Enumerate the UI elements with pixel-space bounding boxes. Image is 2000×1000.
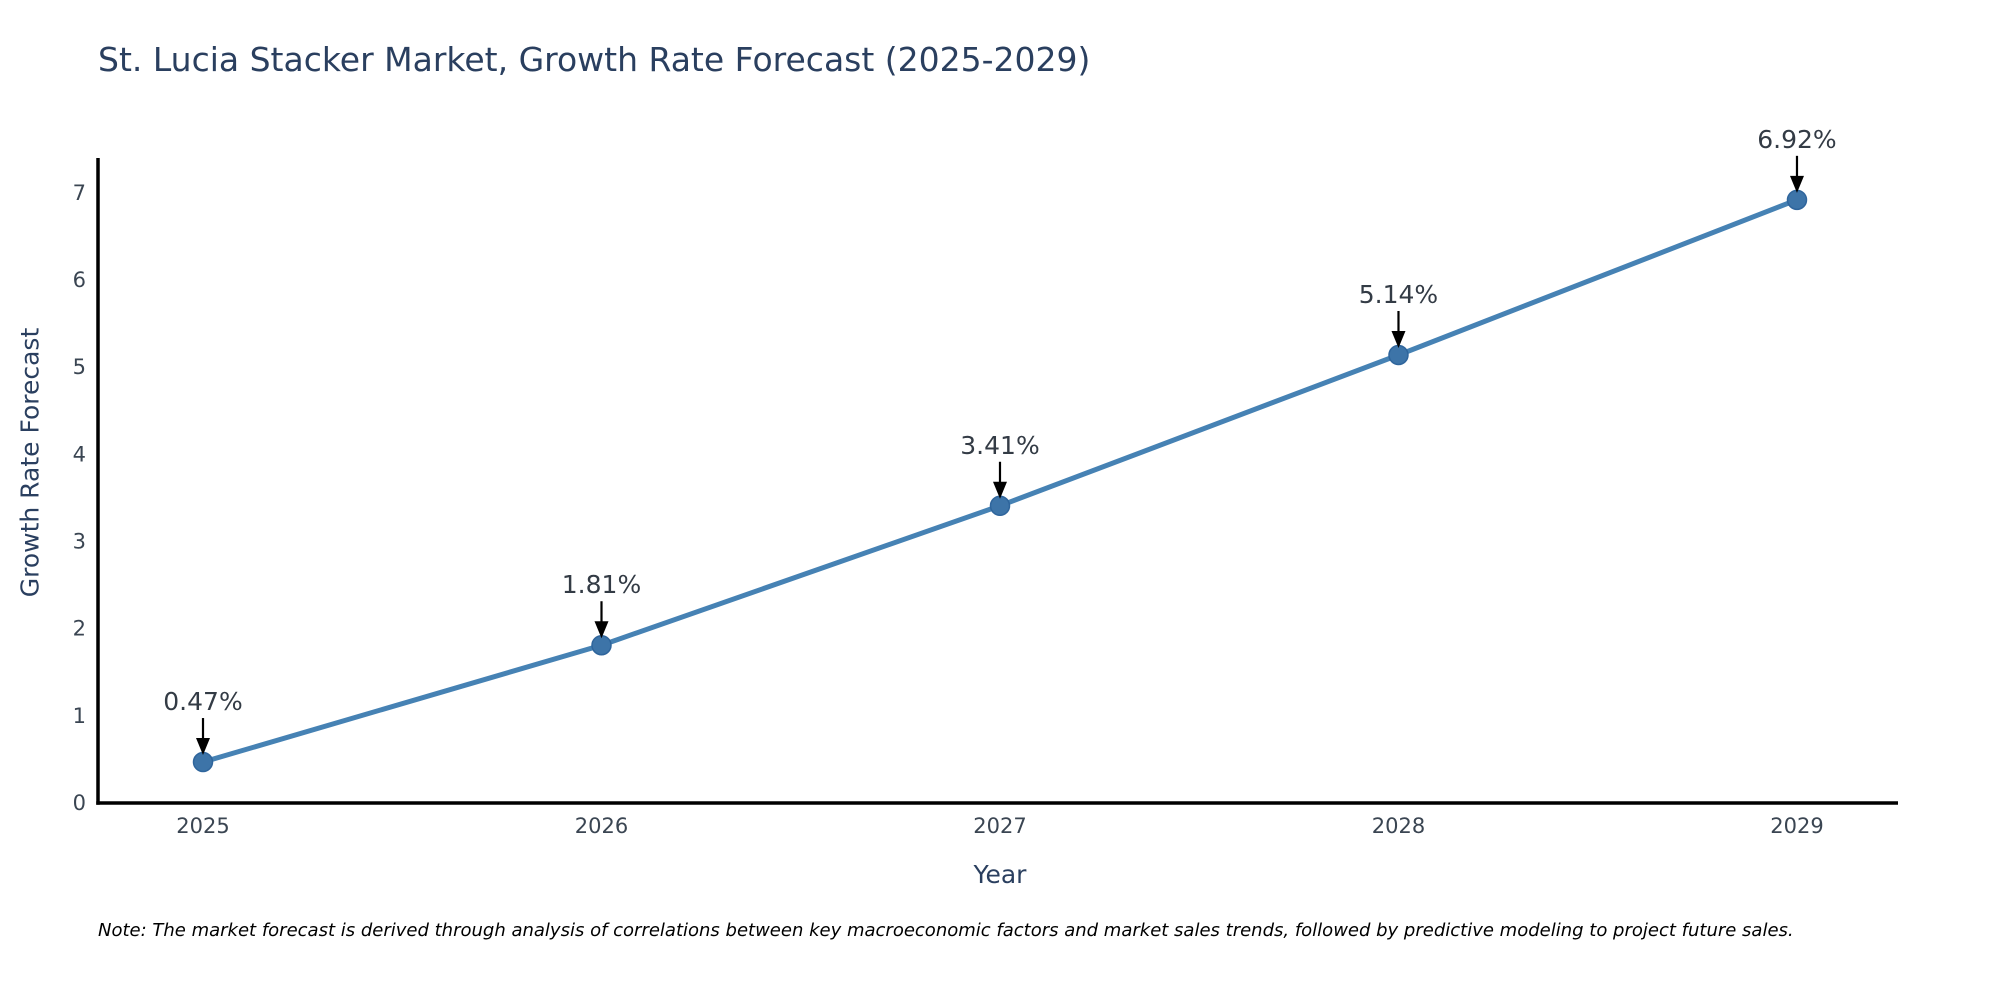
x-axis-title: Year: [973, 860, 1027, 889]
data-point-marker: [1388, 344, 1409, 366]
y-tick-label: 7: [73, 181, 86, 205]
annotation-label: 3.41%: [960, 431, 1039, 460]
annotation-label: 1.81%: [562, 570, 641, 599]
data-point-marker: [192, 751, 214, 773]
annotation-label: 6.92%: [1757, 125, 1836, 154]
chart-title: St. Lucia Stacker Market, Growth Rate Fo…: [98, 40, 1091, 79]
data-point-marker: [591, 634, 612, 656]
y-tick-label: 2: [73, 617, 86, 641]
y-tick-label: 1: [73, 704, 86, 728]
x-tick-label: 2026: [575, 814, 628, 838]
y-tick-label: 0: [73, 791, 86, 815]
x-tick-label: 2027: [973, 814, 1026, 838]
annotation-arrowhead: [196, 738, 211, 756]
chart-footnote: Note: The market forecast is derived thr…: [98, 920, 1794, 941]
x-tick-label: 2029: [1770, 814, 1823, 838]
x-tick-label: 2028: [1372, 814, 1425, 838]
annotation-label: 0.47%: [163, 687, 242, 716]
data-point-marker: [989, 495, 1011, 517]
y-tick-label: 4: [73, 442, 86, 466]
y-tick-label: 6: [73, 268, 86, 292]
annotation-label: 5.14%: [1359, 280, 1438, 309]
y-axis-title: Growth Rate Forecast: [15, 327, 45, 598]
y-tick-label: 5: [73, 355, 86, 379]
annotation-arrowhead: [1789, 175, 1804, 193]
data-point-marker: [1786, 189, 1808, 211]
annotation-arrowhead: [1391, 330, 1406, 348]
annotation-arrowhead: [992, 481, 1007, 499]
x-tick-label: 2025: [176, 814, 229, 838]
annotation-arrowhead: [594, 621, 609, 639]
y-tick-label: 3: [73, 530, 86, 554]
